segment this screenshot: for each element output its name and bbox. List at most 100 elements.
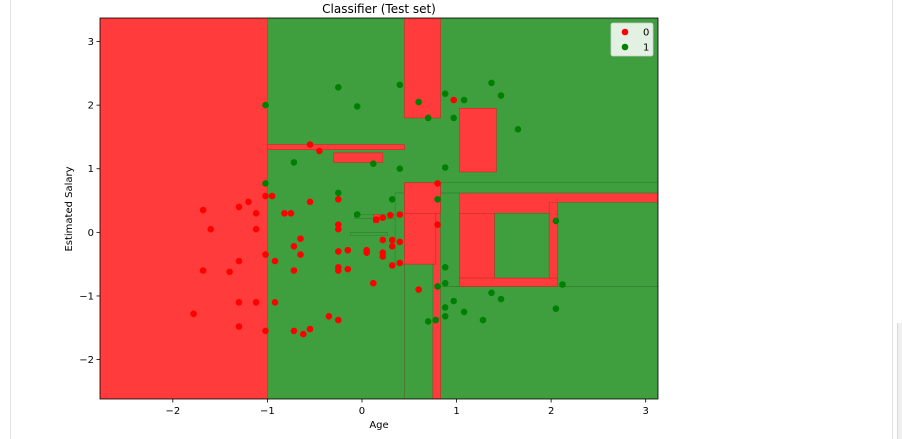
- decision-region-class-1-detail-5: [494, 213, 550, 279]
- legend-box: [610, 22, 654, 57]
- point-class-0-10: [252, 210, 260, 217]
- point-class-0-51: [388, 243, 396, 250]
- point-class-1-4: [335, 189, 342, 197]
- scrollbar-corner[interactable]: [897, 323, 902, 439]
- point-class-0-59: [450, 96, 458, 104]
- point-class-1-21: [441, 304, 449, 311]
- decision-region-class-0-detail-1: [404, 213, 437, 265]
- point-class-1-23: [450, 114, 458, 122]
- point-class-0-18: [271, 299, 279, 306]
- point-class-0-27: [306, 325, 314, 333]
- point-class-0-13: [262, 192, 269, 200]
- decision-region-class-0-1: [404, 18, 441, 119]
- point-class-0-53: [396, 238, 404, 246]
- x-tick-label: −2: [165, 406, 180, 417]
- point-class-0-50: [388, 236, 396, 244]
- legend: 01: [610, 22, 654, 57]
- point-class-0-30: [316, 147, 323, 155]
- y-axis-label: Estimated Salary: [64, 166, 75, 251]
- point-class-0-8: [235, 323, 243, 330]
- legend-marker-1: [621, 43, 629, 51]
- point-class-0-40: [344, 265, 352, 273]
- point-class-0-36: [335, 248, 342, 255]
- point-class-0-58: [434, 221, 441, 228]
- point-class-1-2: [290, 159, 298, 166]
- x-tick-label: 3: [643, 406, 649, 417]
- point-class-0-3: [207, 225, 214, 233]
- x-tick-label: 0: [359, 406, 365, 417]
- decision-region-class-0-detail-2: [432, 317, 441, 399]
- y-tick-label: −1: [79, 291, 94, 302]
- legend-label-0: 0: [643, 28, 649, 39]
- point-class-0-49: [387, 211, 394, 219]
- decision-region-class-1-detail-2: [440, 286, 658, 399]
- point-class-0-38: [335, 267, 342, 274]
- point-class-1-26: [460, 308, 468, 316]
- point-class-1-30: [497, 92, 505, 99]
- point-class-0-48: [379, 253, 387, 260]
- point-class-1-14: [432, 316, 440, 324]
- point-class-0-7: [235, 299, 243, 306]
- decision-region-class-0-detail-3: [459, 213, 495, 287]
- point-class-1-19: [441, 264, 449, 271]
- point-class-0-26: [300, 330, 307, 338]
- point-class-0-54: [396, 211, 404, 218]
- point-class-0-29: [306, 141, 314, 148]
- point-class-1-8: [388, 196, 396, 203]
- point-class-1-9: [396, 81, 404, 89]
- point-class-1-10: [396, 165, 404, 172]
- point-class-0-25: [297, 251, 304, 258]
- legend-label-1: 1: [643, 43, 649, 54]
- decision-region-class-1-detail-0: [394, 192, 405, 265]
- decision-region-class-0-detail-0: [404, 182, 441, 214]
- y-tick-label: 2: [88, 101, 94, 112]
- point-class-0-19: [281, 210, 288, 217]
- y-tick-label: 1: [88, 164, 94, 175]
- point-class-0-44: [372, 216, 380, 223]
- point-class-1-17: [441, 90, 449, 97]
- point-class-0-12: [252, 299, 260, 306]
- point-class-1-31: [497, 295, 505, 303]
- point-class-1-3: [335, 84, 342, 91]
- point-class-1-32: [514, 126, 522, 133]
- point-class-0-57: [434, 180, 441, 187]
- point-class-0-9: [245, 198, 252, 206]
- point-class-0-14: [262, 251, 269, 258]
- window-border-right: [892, 0, 893, 439]
- x-tick-label: 1: [453, 406, 459, 417]
- point-class-0-17: [271, 257, 279, 265]
- point-class-1-22: [441, 313, 449, 320]
- point-class-1-33: [552, 217, 560, 225]
- point-class-1-34: [552, 305, 560, 313]
- point-class-0-39: [344, 246, 352, 254]
- point-class-0-31: [325, 313, 333, 320]
- point-class-0-42: [363, 249, 371, 256]
- point-class-0-33: [335, 196, 342, 203]
- point-class-1-20: [441, 279, 449, 287]
- decision-region-class-0-3: [267, 144, 405, 150]
- point-class-1-0: [262, 101, 269, 109]
- point-class-0-24: [297, 235, 304, 242]
- point-class-0-55: [396, 259, 404, 267]
- point-class-1-6: [353, 211, 361, 218]
- point-class-0-46: [379, 236, 387, 244]
- y-axis: −2 −1 0 1 2 3: [79, 37, 100, 366]
- point-class-0-6: [235, 257, 243, 265]
- window-border-left: [10, 0, 11, 439]
- point-class-1-12: [424, 114, 432, 122]
- point-class-1-5: [353, 103, 361, 110]
- x-axis: −2 −1 0 1 2 3: [165, 399, 649, 417]
- point-class-0-2: [199, 267, 207, 274]
- plot-area: [99, 17, 659, 400]
- decision-region-class-1-detail-4: [440, 182, 658, 194]
- point-class-0-21: [290, 243, 298, 250]
- point-class-1-13: [424, 318, 432, 325]
- point-class-0-5: [235, 203, 243, 211]
- point-class-1-35: [559, 281, 566, 288]
- point-class-1-11: [415, 98, 423, 106]
- point-class-1-28: [488, 79, 495, 87]
- point-class-1-15: [434, 196, 441, 203]
- point-class-1-18: [441, 164, 449, 171]
- point-class-1-25: [460, 96, 468, 104]
